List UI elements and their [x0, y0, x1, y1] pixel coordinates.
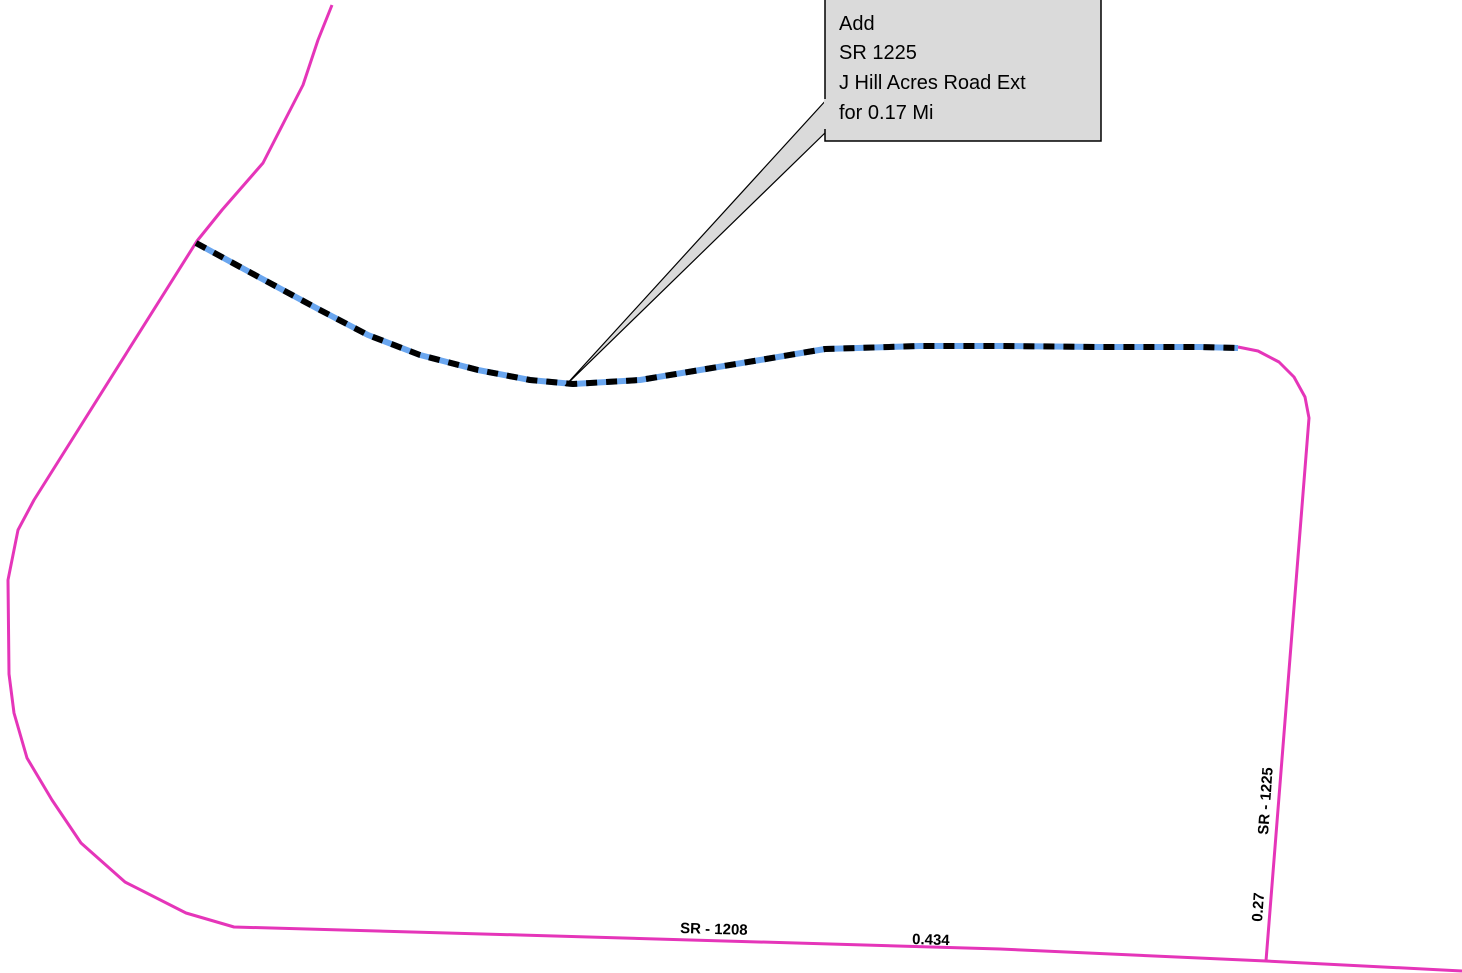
label-sr-1225: SR - 1225 [1255, 767, 1277, 836]
callout-line-4: for 0.17 Mi [839, 102, 933, 124]
callout-pointer [564, 96, 829, 387]
callout-line-2: SR 1225 [839, 42, 917, 64]
road-j-hill-acres-ext-base[interactable] [194, 240, 1239, 387]
label-sr-1208-length: 0.434 [912, 931, 951, 949]
callout-line-1: Add [839, 13, 875, 35]
callout: Add SR 1225 J Hill Acres Road Ext for 0.… [564, 0, 1102, 387]
label-sr-1225-length: 0.27 [1249, 892, 1268, 922]
callout-line-3: J Hill Acres Road Ext [839, 72, 1026, 94]
label-sr-1208: SR - 1208 [680, 920, 748, 939]
callout-seam [824, 99, 827, 129]
road-j-hill-acres-ext-dashes [194, 240, 1239, 387]
road-sr-1208-west-loop[interactable] [6, 4, 1462, 973]
road-sr-1225[interactable] [1237, 345, 1311, 962]
callout-box [824, 0, 1102, 142]
